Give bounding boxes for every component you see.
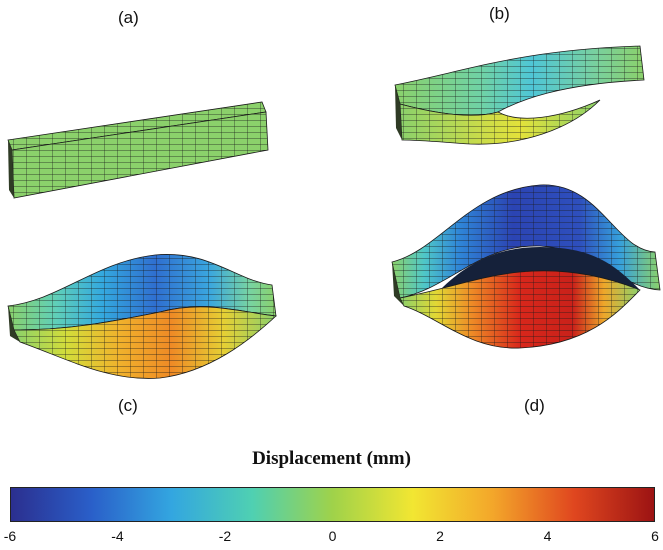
colorbar-tick-label: 6: [651, 528, 659, 544]
panel-d-label: (d): [524, 396, 545, 415]
beam-c-end-face: [8, 306, 20, 342]
colorbar-tick-label: 2: [436, 528, 444, 544]
colorbar-tick-label: -2: [218, 528, 232, 544]
colorbar-title: Displacement (mm): [252, 448, 411, 469]
colorbar-tick-label: -4: [111, 528, 124, 544]
panel-a-label: (a): [118, 8, 139, 27]
panel-d-beam: [391, 184, 661, 349]
colorbar: [10, 487, 655, 522]
panel-b-label: (b): [489, 4, 510, 23]
panel-b-beam: [394, 45, 645, 145]
panel-c-label: (c): [118, 396, 138, 415]
beam-b-end-face: [395, 85, 402, 140]
panel-c-beam: [7, 254, 277, 379]
colorbar-tick-label: 0: [328, 528, 337, 544]
panel-a-beam: [7, 101, 269, 199]
beam-a-end-face: [8, 140, 14, 198]
beam-d-inner-shadow: [440, 246, 640, 290]
beam-d-end-face: [392, 262, 404, 306]
colorbar-tick-label: 4: [543, 528, 552, 544]
colorbar-tick-label: -6: [3, 528, 17, 544]
